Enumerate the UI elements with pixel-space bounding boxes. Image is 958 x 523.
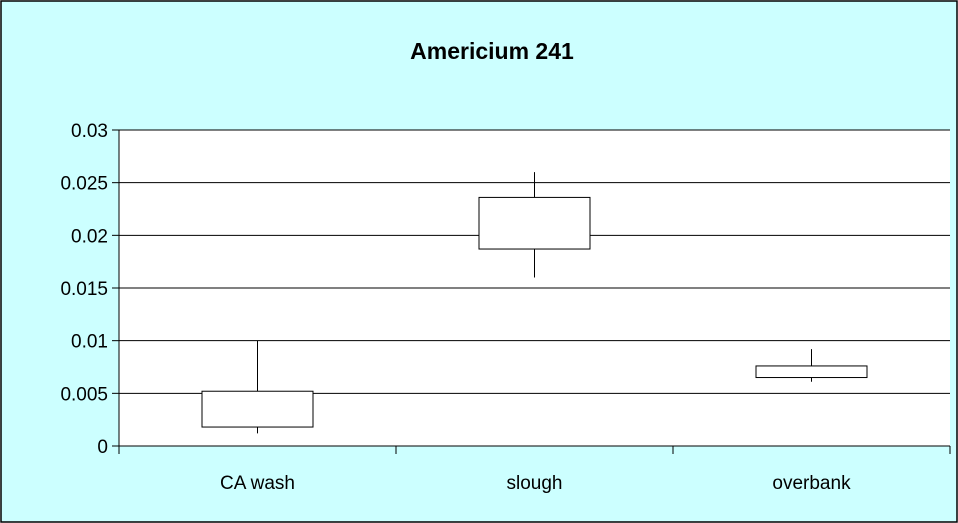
y-tick-label: 0.015: [60, 279, 108, 300]
axes: [112, 129, 951, 454]
box: [201, 390, 314, 428]
y-tick-label: 0.02: [71, 226, 108, 247]
y-tick-label: 0.01: [71, 332, 108, 353]
x-category-label: CA wash: [220, 473, 295, 494]
boxes: [201, 172, 868, 434]
box: [755, 365, 868, 379]
y-tick-label: 0: [97, 437, 108, 458]
y-tick-label: 0.005: [60, 384, 108, 405]
chart-title: Americium 241: [410, 38, 574, 64]
y-tick-label: 0.03: [71, 121, 108, 142]
x-category-label: overbank: [772, 473, 851, 494]
box: [478, 196, 591, 250]
x-category-label: slough: [507, 473, 563, 494]
y-tick-label: 0.025: [60, 174, 108, 195]
axis-labels: 0 0.005 0.01 0.015 0.02 0.025 0.03 CA wash sloug…: [60, 121, 851, 494]
